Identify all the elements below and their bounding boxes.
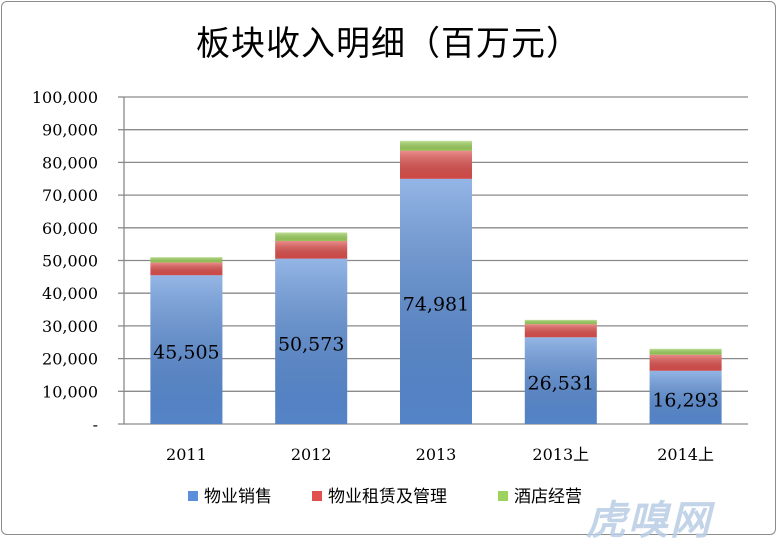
legend-swatch (312, 491, 322, 501)
y-tick-label: - (93, 415, 98, 434)
y-tick-label: 60,000 (42, 219, 98, 238)
y-tick-label: 50,000 (42, 252, 98, 271)
bar-segment-shade (150, 275, 223, 424)
x-tick-label: 2014上 (657, 445, 714, 464)
legend-swatch (498, 491, 508, 501)
y-tick-label: 10,000 (42, 382, 98, 401)
data-label: 74,981 (403, 293, 469, 315)
bar-segment-shade (275, 232, 348, 241)
data-label: 45,505 (153, 342, 219, 364)
bar-segment-shade (649, 348, 722, 355)
legend-swatch (188, 491, 198, 501)
x-tick-label: 2013上 (532, 445, 589, 464)
y-tick-label: 40,000 (42, 284, 98, 303)
bar-segment-shade (400, 150, 472, 179)
x-tick-label: 2013 (416, 445, 457, 464)
bar-segment-shade (649, 370, 722, 424)
y-tick-label: 100,000 (32, 88, 98, 107)
watermark-logo: 虎嗅网 (586, 498, 712, 544)
chart-frame (1, 1, 776, 535)
y-tick-label: 30,000 (42, 317, 98, 336)
legend-label: 物业销售 (204, 487, 272, 507)
legend-label: 酒店经营 (514, 487, 582, 507)
x-tick-label: 2012 (291, 445, 332, 464)
bar-segment-shade (524, 324, 597, 338)
chart-title: 板块收入明细（百万元） (196, 24, 581, 64)
bar-segment-shade (400, 178, 472, 424)
bar-segment-shade (150, 262, 223, 276)
legend-label: 物业租赁及管理 (328, 487, 447, 507)
x-tick-label: 2011 (166, 445, 207, 464)
bar-segment-shade (400, 140, 472, 151)
y-tick-label: 90,000 (42, 121, 98, 140)
bar-segment-shade (649, 354, 722, 371)
y-tick-label: 80,000 (42, 153, 98, 172)
data-label: 50,573 (278, 333, 344, 355)
y-tick-label: 70,000 (42, 186, 98, 205)
data-label: 16,293 (652, 389, 718, 411)
data-label: 26,531 (528, 373, 594, 395)
y-tick-label: 20,000 (42, 350, 98, 369)
bar-segment-shade (275, 240, 348, 259)
bar-segment-shade (524, 319, 597, 325)
bar-segment-shade (150, 257, 223, 263)
bar-segment-shade (275, 258, 348, 424)
bar-segment-shade (524, 337, 597, 424)
